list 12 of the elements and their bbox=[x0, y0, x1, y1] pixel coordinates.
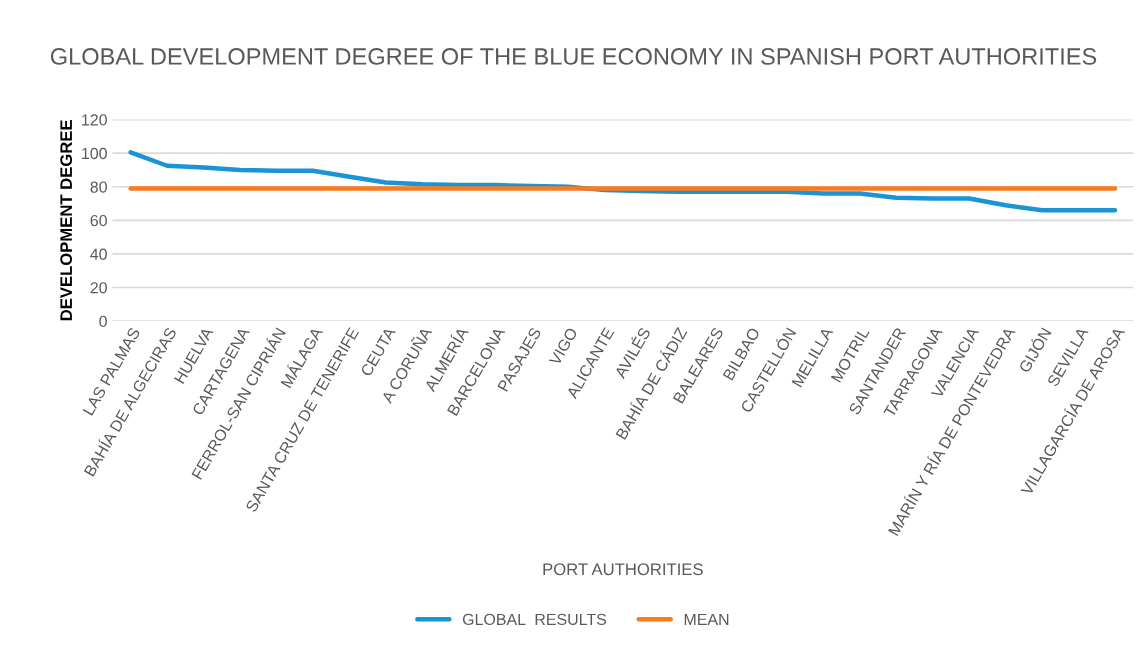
y-tick-label: 40 bbox=[90, 248, 107, 260]
legend-label: GLOBAL RESULTS bbox=[462, 613, 607, 626]
y-axis-title: DEVELOPMENT DEGREE bbox=[60, 120, 73, 321]
legend-label: MEAN bbox=[684, 613, 729, 625]
y-tick-label: 80 bbox=[90, 181, 107, 193]
y-tick-label: 60 bbox=[90, 214, 107, 227]
x-axis-title: PORT AUTHORITIES bbox=[543, 563, 703, 576]
y-tick-label: 120 bbox=[82, 114, 107, 126]
y-tick-label: 20 bbox=[90, 282, 107, 294]
y-tick-label: 100 bbox=[82, 147, 107, 160]
chart-title: GLOBAL DEVELOPMENT DEGREE OF THE BLUE ECONOMY IN SPANISH PORT AUTHORITIES bbox=[50, 48, 1097, 65]
y-tick-label: 0 bbox=[99, 315, 107, 328]
